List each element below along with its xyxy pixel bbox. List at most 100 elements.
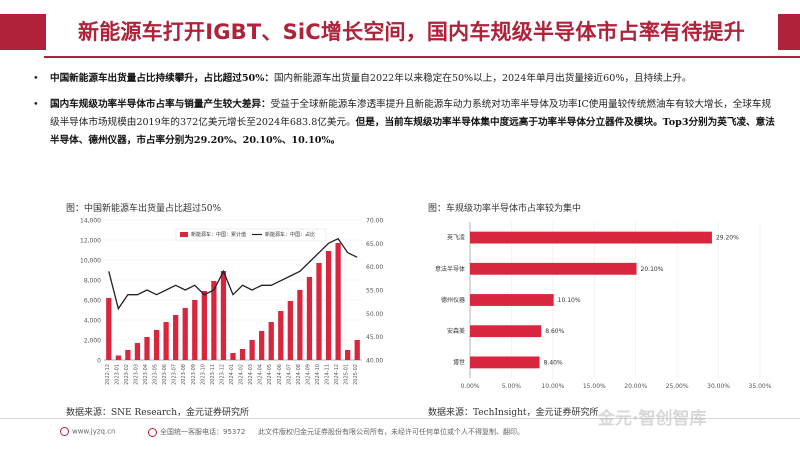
right-axis-tick-label: 55.00 <box>366 288 383 295</box>
x-axis-tick-label: 2024-12 <box>334 364 340 385</box>
bullet-list: • 中国新能源车出货量占比持续攀升，占比超过50%：国内新能源车出货量自2022… <box>30 70 775 158</box>
footer-notice: 此文件版权归金元证券股份有限公司所有，未经许可任何单位或个人不得复制、翻印。 <box>258 428 524 436</box>
x-axis-tick-label: 2023-04 <box>143 364 149 385</box>
bar-nev-cumulative <box>173 315 179 360</box>
bar-nev-cumulative <box>249 340 255 360</box>
x-axis-tick-label: 2024-08 <box>296 364 302 385</box>
data-label: 8.40% <box>544 359 563 366</box>
title-tab-block <box>778 14 800 50</box>
bar-market-share <box>470 294 554 306</box>
bullet-2-text: 受益于全球新能源车渗透率提升且新能源车动力系统对功率半导体及功率IC使用量较传统… <box>50 99 772 128</box>
bar-nev-cumulative <box>163 322 169 360</box>
bar-nev-cumulative <box>134 343 141 360</box>
x-axis-tick-label: 2025-01 <box>344 364 350 385</box>
left-axis-tick-label: 14,000 <box>80 218 101 225</box>
left-chart-title: 图：中国新能源车出货量占比超过50% <box>66 204 222 214</box>
right-chart-source: 数据来源：TechInsight，金元证券研究所 <box>428 408 599 418</box>
x-axis-tick-label: 2024-10 <box>315 364 321 385</box>
x-axis-tick-label: 2023-01 <box>114 364 120 385</box>
bar-nev-cumulative <box>268 322 274 360</box>
legend-swatch-bar <box>180 232 188 237</box>
bar-nev-cumulative <box>153 330 160 360</box>
x-axis-tick-label: 2024-05 <box>267 364 273 385</box>
footer-website[interactable]: www.jyzq.cn <box>60 427 115 436</box>
left-axis-tick-label: 6,000 <box>84 298 101 305</box>
x-axis-tick-label: 2023-09 <box>191 364 197 385</box>
footer-hotline: 全国统一客服电话：95372 <box>148 427 245 437</box>
bar-nev-cumulative <box>144 337 150 360</box>
right-axis-tick-label: 50.00 <box>366 311 383 318</box>
page-title: 新能源车打开IGBT、SiC增长空间，国内车规级半导体市占率有待提升 <box>78 20 745 44</box>
footer-website-text: www.jyzq.cn <box>72 427 116 436</box>
x-axis-tick-label: 2023-02 <box>124 364 130 385</box>
bullet-dot-icon: • <box>33 73 39 84</box>
bullet-2-heading: 国内车规级功率半导体市占率与销量产生较大差异： <box>50 99 271 110</box>
bar-nev-cumulative <box>297 290 303 360</box>
category-label: 德州仪器 <box>441 296 465 304</box>
title-rule <box>44 56 800 58</box>
bar-nev-cumulative <box>125 350 131 360</box>
right-axis-tick-label: 45.00 <box>366 334 383 341</box>
legend-label: 新能源车：中国：占比 <box>265 231 315 238</box>
bar-market-share <box>470 262 637 275</box>
bar-market-share <box>470 325 542 338</box>
x-axis-tick-label: 2023-08 <box>181 364 187 385</box>
bar-nev-cumulative <box>354 340 360 360</box>
bar-nev-cumulative <box>287 301 293 360</box>
phone-icon <box>148 427 157 437</box>
bar-nev-cumulative <box>239 349 246 360</box>
x-axis-tick-label: 2023-11 <box>210 364 216 385</box>
x-axis-tick-label: 30.00% <box>707 383 730 390</box>
x-axis-tick-label: 2022-12 <box>105 364 111 385</box>
x-axis-tick-label: 10.00% <box>541 383 564 390</box>
globe-icon <box>60 427 69 436</box>
data-label: 8.60% <box>545 328 564 335</box>
x-axis-tick-label: 2023-07 <box>172 364 178 385</box>
bar-nev-cumulative <box>201 291 207 360</box>
right-axis-tick-label: 70.00 <box>366 218 383 225</box>
left-axis-tick-label: 10,000 <box>80 258 101 265</box>
footer: www.jyzq.cn 全国统一客服电话：95372 此文件版权归金元证券股份有… <box>0 418 800 450</box>
data-label: 20.10% <box>641 266 664 273</box>
footer-divider <box>0 418 800 419</box>
left-chart-source: 数据来源：SNE Research，金元证券研究所 <box>66 408 250 418</box>
bar-nev-cumulative <box>220 271 227 360</box>
x-axis-tick-label: 2023-05 <box>153 364 159 385</box>
x-axis-tick-label: 2024-11 <box>325 364 331 385</box>
left-axis-tick-label: 2,000 <box>84 338 101 345</box>
x-axis-tick-label: 2023-03 <box>133 364 139 385</box>
right-axis-tick-label: 40.00 <box>366 358 383 365</box>
bar-nev-cumulative <box>316 263 322 360</box>
bar-nev-cumulative <box>106 298 112 360</box>
auto-semi-share-chart: 0.00% 5.00% 10.00% 15.00% 20.00% 25.00% 30.00%… <box>435 222 772 390</box>
bullet-item-2: • 国内车规级功率半导体市占率与销量产生较大差异：受益于全球新能源车渗透率提升且… <box>30 96 775 150</box>
right-axis-tick-label: 65.00 <box>366 241 383 248</box>
watermark: 金元·智创智库 <box>598 409 707 429</box>
footer-hotline-text: 全国统一客服电话：95372 <box>160 428 246 436</box>
data-label: 10.10% <box>558 297 581 304</box>
category-label: 意法半导体 <box>435 265 465 273</box>
bar-nev-cumulative <box>278 311 284 360</box>
title-accent-block <box>0 14 46 50</box>
x-axis-tick-label: 20.00% <box>624 383 647 390</box>
title-bar: 新能源车打开IGBT、SiC增长空间，国内车规级半导体市占率有待提升 <box>0 0 800 58</box>
category-label: 英飞凌 <box>447 234 465 242</box>
bar-nev-cumulative <box>182 308 188 360</box>
bullet-1-heading: 中国新能源车出货量占比持续攀升，占比超过50%： <box>50 73 274 84</box>
bar-nev-cumulative <box>259 331 265 360</box>
x-axis-tick-label: 5.00% <box>502 383 521 390</box>
x-axis-tick-label: 2023-06 <box>162 364 168 385</box>
x-axis-tick-label: 2025-02 <box>353 364 359 385</box>
left-axis-tick-label: 8,000 <box>84 278 101 285</box>
left-axis-tick-label: 0 <box>97 358 101 365</box>
bar-nev-cumulative <box>335 243 341 360</box>
x-axis-tick-label: 2024-07 <box>286 364 292 385</box>
bar-nev-cumulative <box>115 355 121 360</box>
x-axis-tick-label: 2024-01 <box>229 364 235 385</box>
x-axis-tick-label: 2023-10 <box>200 364 206 385</box>
category-label: 安森美 <box>447 327 465 335</box>
x-axis-tick-label: 15.00% <box>583 383 606 390</box>
left-axis-tick-label: 12,000 <box>80 238 101 245</box>
bullet-item-1: • 中国新能源车出货量占比持续攀升，占比超过50%：国内新能源车出货量自2022… <box>30 70 775 88</box>
left-axis-tick-label: 4,000 <box>84 318 101 325</box>
